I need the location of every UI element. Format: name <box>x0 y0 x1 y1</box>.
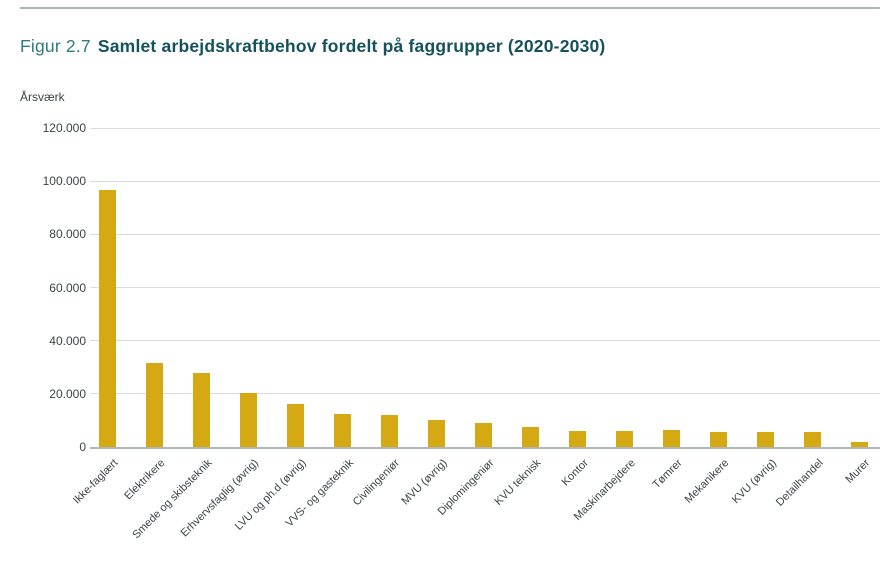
x-axis-label: MVU (øvrig) <box>399 457 450 508</box>
y-tick-label: 120.000 <box>42 121 86 135</box>
bar <box>756 432 774 447</box>
gridline <box>90 233 880 235</box>
x-axis-line <box>90 447 880 449</box>
x-axis-label: Civilingeniør <box>351 457 403 509</box>
y-tick-label: 40.000 <box>49 333 86 348</box>
bar <box>145 363 163 447</box>
bar <box>192 372 210 447</box>
x-axis-label: Murer <box>843 457 873 486</box>
x-axis-label: Kontor <box>559 457 591 489</box>
figure-number-label: Figur 2.7 <box>20 36 91 56</box>
bar <box>98 190 116 447</box>
x-axis-label: KVU (øvrig) <box>729 457 779 507</box>
gridline <box>90 180 880 182</box>
bar <box>286 404 304 447</box>
x-axis-label: Smede og skibsteknik <box>130 457 215 542</box>
y-tick-label: 0 <box>79 440 86 454</box>
gridline <box>90 340 880 342</box>
bar <box>333 413 351 447</box>
x-axis-label: Elektrikere <box>122 457 168 503</box>
x-axis-label: Mekanikere <box>682 457 732 506</box>
x-axis-label: Erhvervsfaglig (øvrig) <box>179 457 262 540</box>
bar <box>850 441 868 447</box>
x-axis-label: Tømrer <box>650 457 685 491</box>
figure-title-text: Samlet arbejdskraftbehov fordelt på fagg… <box>97 36 606 56</box>
gridline <box>90 127 880 129</box>
bar <box>474 422 492 447</box>
y-tick-label: 80.000 <box>49 227 86 242</box>
y-tick-label: 100.000 <box>42 174 86 189</box>
bar <box>380 415 398 447</box>
bar <box>427 419 445 447</box>
y-axis-unit-label: Årsværk <box>20 90 65 104</box>
bar <box>662 430 680 447</box>
gridline <box>90 287 880 288</box>
top-divider-rule <box>20 7 880 9</box>
x-axis-label: KVU teknisk <box>492 457 544 508</box>
bar <box>709 432 727 447</box>
figure-title: Figur 2.7 Samlet arbejdskraftbehov fordel… <box>20 36 605 57</box>
bar <box>239 392 257 447</box>
gridline <box>90 393 880 395</box>
y-tick-label: 60.000 <box>49 280 86 295</box>
x-axis-label: Detailhandel <box>773 457 826 509</box>
x-axis-label: Ikke-faglært <box>70 457 121 507</box>
bar <box>521 427 539 447</box>
y-tick-label: 20.000 <box>49 386 86 401</box>
bar <box>568 430 586 447</box>
bar <box>803 432 821 447</box>
bar <box>615 430 633 447</box>
